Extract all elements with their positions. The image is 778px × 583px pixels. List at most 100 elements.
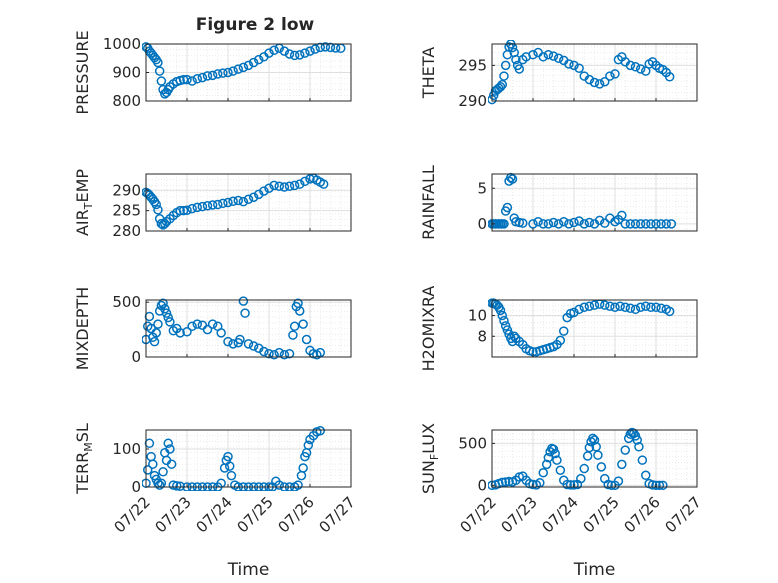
y-tick-label: 285 (112, 202, 141, 220)
y-axis-label: TERRMSL (73, 423, 95, 495)
y-tick-label: 900 (112, 64, 141, 82)
axes-box (491, 299, 698, 358)
data-point (500, 477, 511, 487)
data-point (213, 199, 223, 210)
data-point (182, 205, 192, 215)
data-point (153, 57, 163, 68)
data-point (192, 74, 202, 84)
x-axis-label: Time (227, 560, 270, 580)
data-point (664, 306, 675, 317)
figure-title: Figure 2 low (196, 15, 315, 35)
data-point (238, 62, 249, 73)
data-point (630, 219, 641, 229)
data-point (154, 480, 165, 490)
data-point (555, 335, 566, 346)
data-point (528, 219, 538, 229)
data-point (192, 319, 202, 329)
data-point (596, 462, 607, 472)
data-point (300, 48, 310, 58)
data-point (289, 180, 300, 191)
data-point (264, 183, 274, 193)
data-point (165, 444, 175, 454)
data-point (240, 308, 250, 318)
y-axis-label: AIRTEMP (73, 169, 95, 236)
data-point (289, 321, 300, 332)
data-point (315, 42, 325, 53)
data-point (161, 308, 172, 318)
data-point (538, 219, 548, 229)
data-point (500, 60, 511, 71)
data-point (569, 60, 579, 71)
data-point (617, 459, 627, 470)
data-point (559, 216, 569, 227)
data-point (656, 303, 666, 314)
y-axis-label: SUNFLUX (419, 423, 441, 494)
panel-theta: 290 295 THETA (419, 40, 698, 110)
data-point (274, 480, 284, 490)
data-point (259, 346, 269, 357)
axes-box (491, 173, 698, 232)
axes-box (491, 429, 698, 488)
data-series (142, 173, 329, 230)
data-point (207, 319, 218, 329)
y-tick-label: 0 (131, 348, 141, 366)
data-point (163, 438, 173, 449)
data-point (156, 76, 167, 86)
data-point (218, 68, 228, 78)
axes-box (491, 43, 698, 102)
data-point (235, 334, 245, 345)
data-point (228, 66, 238, 76)
data-point (664, 72, 675, 82)
data-point (300, 176, 310, 187)
y-tick-label: 10 (468, 307, 487, 325)
y-tick-label: 295 (458, 56, 487, 74)
data-point (528, 479, 538, 490)
data-point (550, 448, 560, 459)
data-point (620, 302, 630, 313)
data-point (589, 435, 600, 445)
data-point (151, 199, 161, 210)
data-point (293, 480, 303, 490)
data-point (264, 348, 274, 359)
data-point (564, 219, 574, 229)
data-point (574, 304, 584, 315)
data-point (289, 50, 300, 61)
data-point (213, 69, 223, 79)
data-point (576, 473, 586, 484)
data-point (553, 219, 564, 229)
data-point (279, 46, 290, 56)
data-point (543, 49, 554, 60)
data-point (243, 339, 254, 349)
data-point (620, 445, 630, 455)
data-point (248, 192, 259, 202)
data-point (497, 79, 507, 90)
data-point (502, 202, 513, 213)
data-point (574, 63, 584, 73)
data-point (600, 300, 610, 310)
y-tick-label: 800 (112, 92, 141, 110)
panel-mixdepth: 0 500 MIXDEPTH (73, 287, 352, 370)
data-point (207, 70, 218, 81)
data-point (635, 219, 646, 229)
data-point (192, 202, 202, 213)
data-point (666, 219, 677, 229)
data-point (148, 459, 158, 469)
data-point (634, 442, 644, 452)
data-point (651, 302, 661, 313)
data-point (207, 200, 218, 210)
data-point (584, 217, 595, 228)
data-point (175, 205, 185, 216)
data-point (325, 42, 336, 53)
data-point (565, 480, 576, 490)
data-point (223, 67, 233, 78)
data-point (228, 196, 238, 207)
y-tick-label: 5 (477, 179, 487, 197)
data-point (617, 210, 627, 221)
data-point (279, 350, 290, 360)
x-axis-label: Time (573, 560, 616, 580)
data-series (488, 172, 677, 229)
data-point (284, 348, 295, 359)
data-point (158, 467, 168, 477)
data-point (228, 339, 238, 349)
data-point (216, 328, 226, 338)
